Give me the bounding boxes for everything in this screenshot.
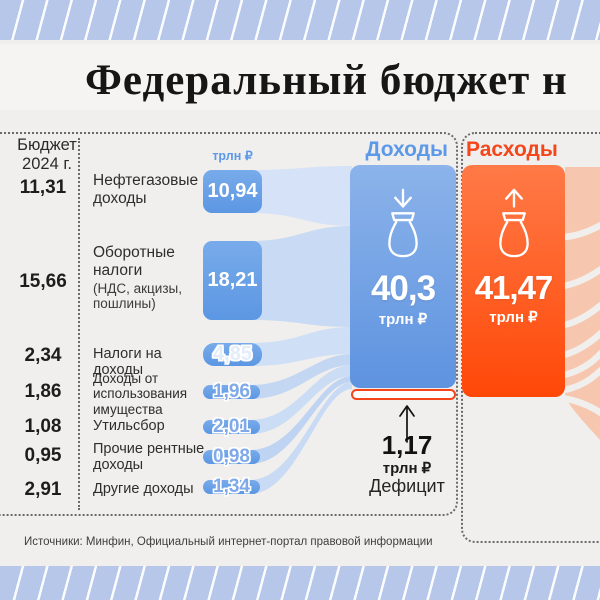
income-row-label: Прочие рентные доходы	[93, 441, 205, 474]
income-row-label-text: Оборотные налоги	[93, 244, 175, 279]
budget-2024-value: 11,31	[19, 177, 67, 198]
income-column-header: Доходы	[365, 138, 449, 161]
budget-2024-column-divider	[78, 138, 80, 510]
decorative-striped-banner-bottom	[0, 566, 600, 600]
income-row-label: Доходы от использования имущества	[93, 371, 188, 417]
income-total-unit: трлн ₽	[378, 311, 428, 328]
income-total-value: 40,3	[370, 269, 436, 308]
expense-flow-bands	[558, 167, 600, 440]
income-row-label: Утильсбор	[93, 418, 165, 434]
budget-2024-column-header: Бюджет 2024 г.	[8, 136, 86, 174]
income-bar-value: 1,96	[213, 381, 250, 402]
deficit-marker-pill	[351, 389, 456, 400]
income-row-label: Нефтегазовые доходы	[93, 172, 199, 207]
budget-2024-value: 0,95	[24, 445, 62, 466]
income-bar: 18,21	[203, 241, 262, 320]
income-bar: 2,01	[203, 416, 260, 437]
budget-2024-header-line1: Бюджет	[17, 136, 77, 154]
expense-total-value: 41,47	[474, 269, 554, 306]
budget-2024-value: 1,08	[24, 416, 62, 437]
budget-2024-value: 2,91	[24, 479, 62, 500]
income-row-label: Налоги на доходы	[93, 346, 162, 379]
income-bar-value: 4,85	[213, 343, 252, 365]
sources-note: Источники: Минфин, Официальный интернет-…	[24, 536, 433, 548]
money-bag-down-icon	[388, 188, 418, 258]
arrow-up-icon	[399, 405, 415, 443]
page-title: Федеральный бюджет н	[85, 57, 568, 104]
income-bar: 1,34	[203, 476, 260, 497]
income-flow-bands	[250, 166, 352, 494]
income-bar: 0,98	[203, 446, 260, 467]
expense-total-unit: трлн ₽	[489, 309, 538, 326]
budget-2024-value: 2,34	[24, 345, 62, 366]
income-bar: 10,94	[203, 170, 262, 213]
unit-header: трлн ₽	[212, 149, 253, 163]
income-bar: 4,85	[203, 343, 262, 366]
income-bar: 1,96	[203, 381, 260, 402]
money-bag-up-icon	[498, 188, 529, 258]
income-bar-value: 2,01	[213, 416, 250, 437]
deficit-unit: трлн ₽	[382, 460, 432, 477]
expense-total-block: 41,47 трлн ₽	[462, 165, 565, 397]
decorative-striped-banner-top	[0, 0, 600, 40]
budget-2024-header-line2: 2024 г.	[22, 154, 72, 173]
deficit-value: 1,17	[381, 430, 433, 460]
deficit-label: Дефицит	[369, 476, 445, 496]
income-bar-value: 10,94	[207, 180, 258, 202]
income-section-frame	[0, 132, 458, 516]
income-total-block: 40,3 трлн ₽	[350, 165, 456, 388]
budget-2024-value: 1,86	[24, 381, 62, 402]
income-bar-value: 1,34	[213, 476, 250, 497]
expense-column-header: Расходы	[466, 138, 558, 161]
income-row-label: Другие доходы	[93, 481, 194, 497]
income-row-label: Оборотные налоги (НДС, акцизы, пошлины)	[93, 244, 207, 312]
budget-2024-value: 15,66	[19, 271, 67, 292]
income-bar-value: 0,98	[213, 446, 250, 467]
title-background-band	[0, 44, 600, 110]
income-bar-value: 18,21	[207, 269, 258, 291]
income-row-sublabel: (НДС, акцизы, пошлины)	[93, 281, 182, 312]
